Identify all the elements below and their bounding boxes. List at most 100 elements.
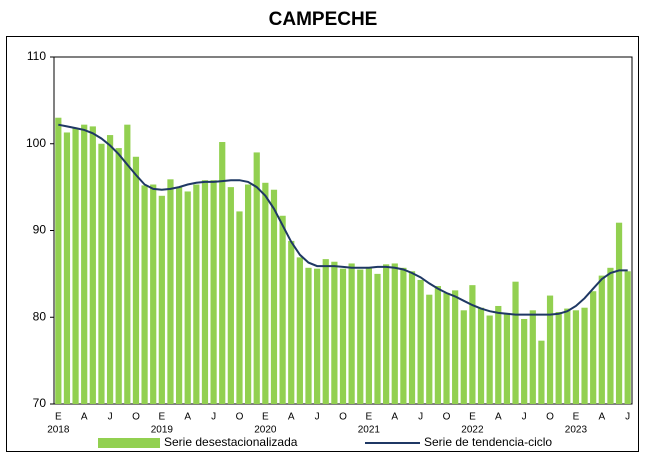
bar [63,132,71,404]
x-tick-label: A [81,412,88,423]
bar [219,142,226,404]
bar [210,180,217,404]
bar [443,292,450,404]
bar [495,305,502,404]
x-tick-label: E [158,412,165,423]
bar [167,179,174,404]
bar [201,180,209,404]
x-tick-label: A [495,412,502,423]
bar [175,187,183,404]
legend-swatch [98,438,160,448]
year-label: 2018 [47,425,70,436]
x-tick-label: E [262,412,269,423]
year-label: 2022 [461,425,484,436]
x-tick-label: A [288,412,295,423]
bar [607,267,614,404]
x-tick-label: J [315,412,320,423]
x-tick-label: J [625,412,630,423]
x-tick-label: E [573,412,580,423]
bar [581,307,588,404]
bar [348,263,355,404]
year-label: 2023 [565,425,588,436]
x-tick-label: E [55,412,62,423]
x-tick-label: E [469,412,476,423]
bar [477,307,485,404]
bar [374,273,381,404]
bar [391,263,398,404]
bar [486,315,493,404]
bar [184,191,191,404]
bar [331,261,338,404]
bar [434,286,442,404]
x-tick-label: A [184,412,191,423]
bar [124,124,131,404]
bar [89,126,96,405]
bar [314,268,321,404]
bar [296,257,303,404]
bar [141,185,148,404]
bar [546,295,554,404]
x-tick-label: O [132,412,140,423]
bar [512,281,519,404]
bar [624,271,631,404]
bar [132,156,140,404]
x-tick-label: E [366,412,373,423]
bar [81,124,88,404]
bar [590,291,597,404]
bar [460,310,467,404]
bar [452,290,459,404]
bar [383,264,390,404]
x-tick-label: O [236,412,244,423]
legend-label: Serie de tendencia-ciclo [424,435,552,449]
x-tick-label: O [443,412,451,423]
x-tick-label: O [546,412,554,423]
chart-title: CAMPECHE [269,9,378,30]
bar [538,340,545,404]
y-tick-label: 80 [33,309,47,323]
x-tick-label: A [598,412,605,423]
y-tick-label: 100 [26,136,46,150]
year-label: 2019 [151,425,174,436]
chart-frame [6,36,639,452]
bar [408,271,416,404]
year-label: 2020 [254,425,277,436]
bar [98,143,105,404]
bar [400,267,407,404]
bar [158,195,165,404]
y-tick-label: 70 [33,396,47,410]
bar [72,128,79,404]
bar [150,184,157,404]
bar [262,182,269,404]
x-tick-label: O [339,412,347,423]
x-tick-label: J [418,412,423,423]
x-tick-label: J [211,412,216,423]
bar [288,240,295,404]
y-tick-label: 110 [27,49,46,63]
bar [357,269,364,404]
year-label: 2021 [358,425,381,436]
bar [305,267,312,404]
bar [615,222,623,404]
bar [529,310,536,404]
x-tick-label: J [108,412,113,423]
x-tick-label: A [391,412,398,423]
legend-label: Serie desestacionalizada [164,435,298,449]
bar [193,184,200,404]
bar [555,312,562,404]
bar [598,275,605,404]
y-tick-label: 90 [33,223,47,237]
bar [339,268,347,404]
bar [106,135,114,404]
bar [227,187,234,404]
bar [564,308,571,404]
bar [426,294,433,404]
bar [417,279,424,404]
bar [115,148,122,404]
bar [236,211,243,404]
bar [55,117,62,404]
x-tick-label: J [522,412,527,423]
bar [279,215,286,404]
bar [253,152,260,404]
